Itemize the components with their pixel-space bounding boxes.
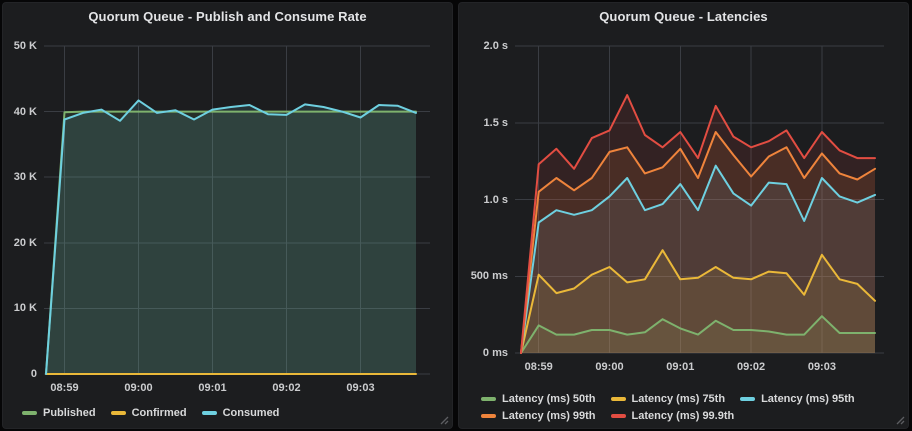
x-axis-tick-label: 08:59 [50,382,79,394]
legend-swatch [481,397,496,401]
legend-item-latency-ms-50th[interactable]: Latency (ms) 50th [481,393,596,405]
panel-title[interactable]: Quorum Queue - Latencies [599,9,768,24]
x-axis-tick-label: 09:00 [124,382,153,394]
x-axis-tick-label: 09:02 [272,382,301,394]
legend: Latency (ms) 50th Latency (ms) 75th Latenc… [481,393,890,422]
panel-resize-handle[interactable] [440,416,449,425]
legend-item-latency-ms-99-9th[interactable]: Latency (ms) 99.9th [610,410,735,422]
x-axis-tick-label: 09:02 [737,361,766,373]
panel-resize-handle[interactable] [896,416,905,425]
y-axis-tick-label: 10 K [13,302,37,315]
legend-swatch [22,411,37,415]
legend-swatch [201,411,217,415]
y-axis-tick-label: 0 [30,368,37,380]
x-axis-tick-label: 09:01 [666,361,695,373]
y-axis-tick-label: 40 K [13,105,37,118]
y-axis-tick-label: 2.0 s [483,40,508,52]
legend-item-latency-ms-75th[interactable]: Latency (ms) 75th [610,393,726,405]
panel-title[interactable]: Quorum Queue - Publish and Consume Rate [88,9,367,24]
legend-item-latency-ms-99th[interactable]: Latency (ms) 99th [481,410,596,422]
legend-label: Published [43,407,96,419]
y-axis-tick-label: 30 K [13,171,37,184]
legend-swatch [740,397,756,401]
legend-swatch [110,411,126,415]
legend-item-published[interactable]: Published [22,407,96,419]
y-axis-tick-label: 1.5 s [483,116,508,129]
panel-latencies: Quorum Queue - Latencies 0 ms 500 ms 1.0 s… [459,3,908,428]
legend-swatch [481,414,496,418]
legend-label: Latency (ms) 99th [502,410,596,422]
legend-label: Latency (ms) 75th [631,393,726,405]
chart-publish-consume-rate: 0 10 K 20 K 30 K 40 K 50 K 08:59 09:00 09:01 09:0… [14,40,430,394]
legend-label: Confirmed [131,407,187,419]
legend-swatch [610,414,626,418]
panel-publish-consume-rate: Quorum Queue - Publish and Consume Rate … [3,3,452,428]
x-axis-tick-label: 09:01 [198,382,227,394]
y-axis-tick-label: 50 K [13,40,37,52]
chart-latencies: 0 ms 500 ms 1.0 s 1.5 s 2.0 s 08:59 09:00 09:01… [471,40,884,373]
y-axis-tick-label: 0 ms [482,347,508,359]
x-axis-tick-label: 09:03 [346,382,375,394]
legend-item-latency-ms-95th[interactable]: Latency (ms) 95th [740,393,855,405]
x-axis-tick-label: 09:00 [595,361,624,373]
y-axis-tick-label: 20 K [13,236,37,249]
legend-item-confirmed[interactable]: Confirmed [110,407,187,419]
time-series-chart[interactable] [44,45,430,375]
legend-label: Latency (ms) 95th [761,393,855,405]
time-series-chart[interactable] [515,45,884,354]
x-axis-tick-label: 08:59 [524,361,553,373]
legend-label: Latency (ms) 99.9th [631,410,735,422]
x-axis-tick-label: 09:03 [807,361,836,373]
y-axis-tick-label: 500 ms [470,270,508,283]
y-axis-tick-label: 1.0 s [483,193,508,206]
legend-item-consumed[interactable]: Consumed [201,407,280,419]
legend-label: Consumed [222,407,280,419]
legend-label: Latency (ms) 50th [502,393,596,405]
legend: Published Confirmed Consumed [22,407,436,419]
legend-swatch [610,397,626,401]
